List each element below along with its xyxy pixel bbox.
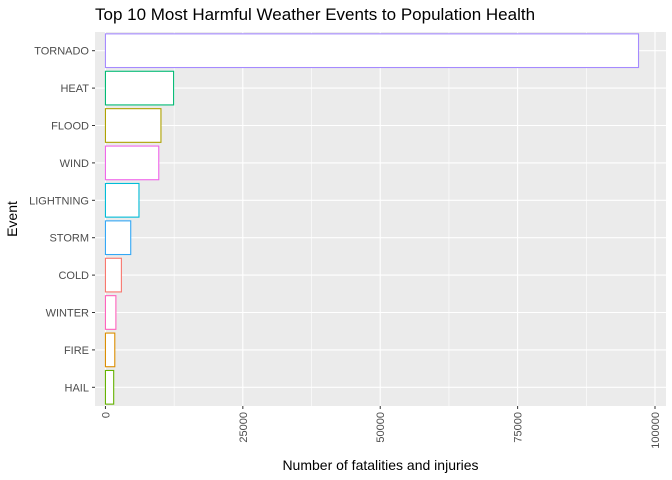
y-axis-title: Event (4, 201, 20, 237)
x-tick-label: 0 (100, 412, 112, 418)
y-tick-label: HEAT (60, 83, 89, 95)
y-tick-label: WIND (60, 158, 89, 170)
bar-tornado (104, 33, 640, 69)
x-tick-label: 100000 (650, 412, 662, 449)
x-tick-label: 75000 (513, 412, 525, 443)
bar-flood (104, 108, 162, 143)
y-tick-label: HAIL (65, 382, 89, 394)
bar-winter (104, 295, 117, 330)
y-tick-label: COLD (58, 270, 89, 282)
x-axis: 0 25000 50000 75000 100000 (100, 406, 662, 449)
y-tick-label: LIGHTNING (29, 195, 89, 207)
bar-heat (104, 70, 175, 106)
chart-title: Top 10 Most Harmful Weather Events to Po… (95, 5, 536, 24)
bar-cold (104, 257, 122, 293)
bars (104, 33, 640, 405)
y-tick-label: FIRE (64, 345, 89, 357)
y-axis: TORNADO HEAT FLOOD WIND LIGHTNING STORM COLD WI… (29, 46, 95, 394)
bar-storm (104, 220, 132, 256)
bar-wind (104, 145, 160, 181)
bar-lightning (104, 182, 140, 218)
x-tick-label: 25000 (238, 412, 250, 443)
y-tick-label: STORM (49, 233, 89, 245)
bar-fire (104, 332, 116, 368)
y-tick-label: WINTER (46, 308, 89, 320)
x-axis-title: Number of fatalities and injuries (282, 457, 478, 473)
x-tick-label: 50000 (375, 412, 387, 443)
bar-hail (104, 369, 115, 405)
y-tick-label: TORNADO (34, 46, 89, 58)
y-tick-label: FLOOD (51, 121, 89, 133)
